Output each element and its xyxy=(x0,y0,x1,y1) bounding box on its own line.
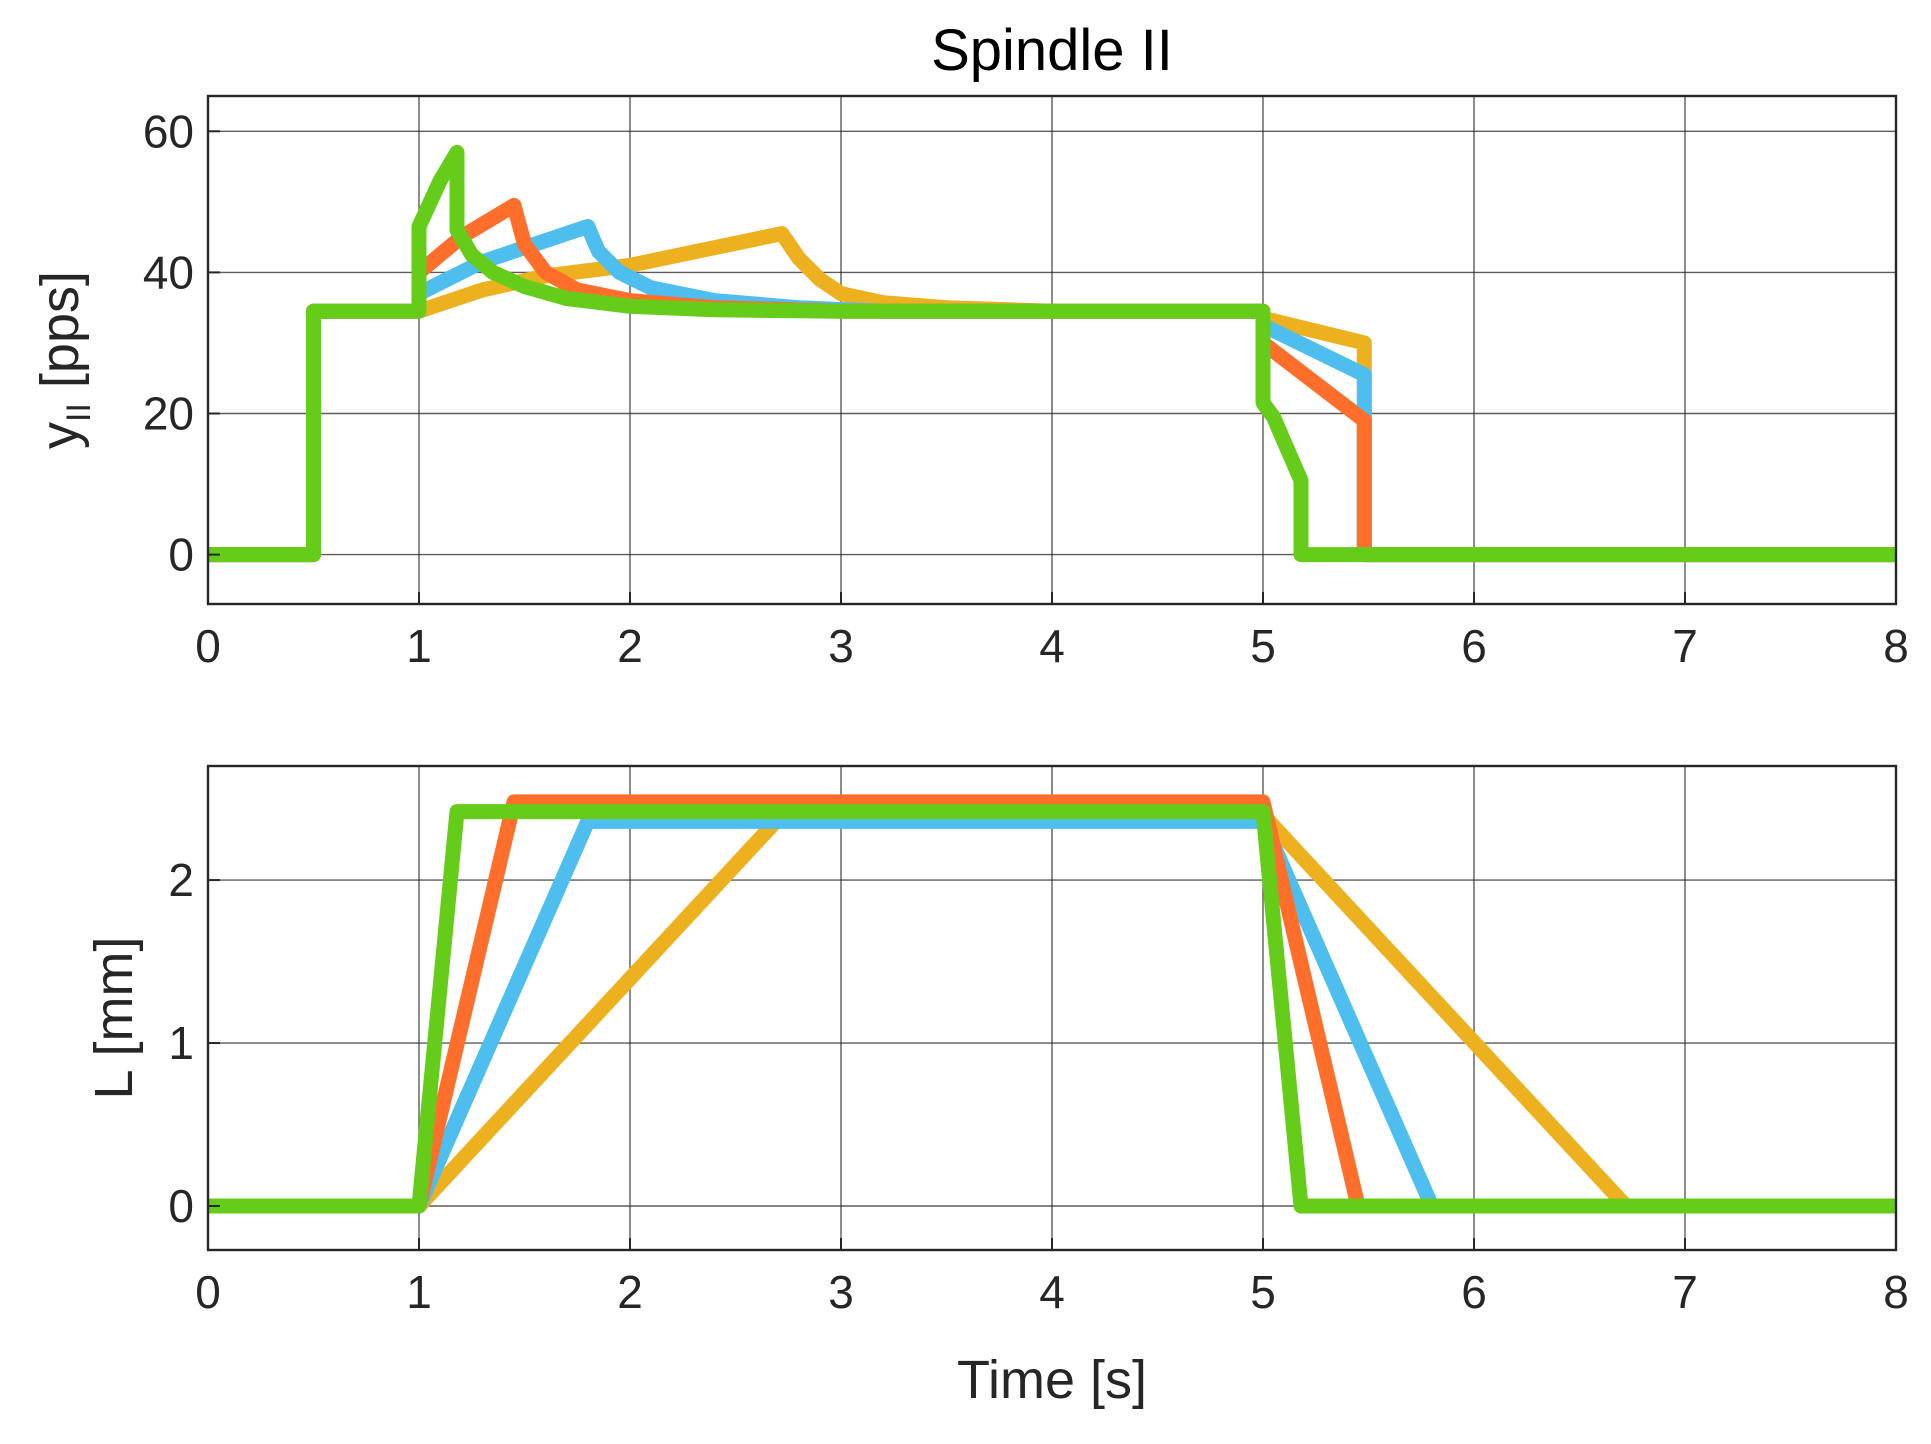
x-tick-label: 6 xyxy=(1461,1266,1487,1318)
x-tick-label: 0 xyxy=(195,620,221,672)
axes-bottom: 0 1 2 3 4 5 6 7 8 0 1 2 L [mm] Time [s] xyxy=(84,764,1909,1410)
axes-top: 0 1 2 3 4 5 6 7 8 0 20 40 60 yII [pps] xyxy=(30,94,1909,672)
x-ticks-bottom: 0 1 2 3 4 5 6 7 8 xyxy=(195,1238,1909,1318)
y-ticks-top: 0 20 40 60 xyxy=(143,105,220,581)
x-tick-label: 8 xyxy=(1883,620,1909,672)
x-tick-label: 4 xyxy=(1039,1266,1065,1318)
x-tick-label: 8 xyxy=(1883,1266,1909,1318)
y-tick-label: 20 xyxy=(143,388,194,440)
y-axis-label-top: yII [pps] xyxy=(30,271,98,449)
x-tick-label: 1 xyxy=(406,1266,432,1318)
y-tick-label: 0 xyxy=(168,1180,194,1232)
x-tick-label: 7 xyxy=(1672,1266,1698,1318)
chart-title: Spindle II xyxy=(931,18,1173,83)
x-tick-label: 5 xyxy=(1250,1266,1276,1318)
x-tick-label: 3 xyxy=(828,620,854,672)
x-tick-label: 7 xyxy=(1672,620,1698,672)
y-axis-label-unit: [pps] xyxy=(30,271,90,403)
x-axis-label: Time [s] xyxy=(957,1350,1147,1410)
x-tick-label: 3 xyxy=(828,1266,854,1318)
series-line-4 xyxy=(208,144,1896,563)
x-tick-label: 2 xyxy=(617,1266,643,1318)
x-tick-label: 0 xyxy=(195,1266,221,1318)
y-axis-label-bottom: L [mm] xyxy=(84,936,144,1099)
x-tick-label: 5 xyxy=(1250,620,1276,672)
y-tick-label: 0 xyxy=(168,529,194,581)
y-tick-label: 40 xyxy=(143,246,194,298)
x-tick-label: 6 xyxy=(1461,620,1487,672)
x-ticks-top: 0 1 2 3 4 5 6 7 8 xyxy=(195,592,1909,672)
x-tick-label: 1 xyxy=(406,620,432,672)
y-tick-label: 2 xyxy=(168,854,194,906)
y-ticks-bottom: 0 1 2 xyxy=(168,854,220,1232)
x-tick-label: 2 xyxy=(617,620,643,672)
x-tick-label: 4 xyxy=(1039,620,1065,672)
y-tick-label: 1 xyxy=(168,1017,194,1069)
series-group-top xyxy=(208,144,1896,563)
y-axis-label-subscript: II xyxy=(60,403,98,422)
y-axis-label-var: y xyxy=(30,422,90,449)
y-tick-label: 60 xyxy=(143,105,194,157)
series-group-bottom xyxy=(208,794,1896,1214)
series-line-4 xyxy=(208,804,1896,1214)
